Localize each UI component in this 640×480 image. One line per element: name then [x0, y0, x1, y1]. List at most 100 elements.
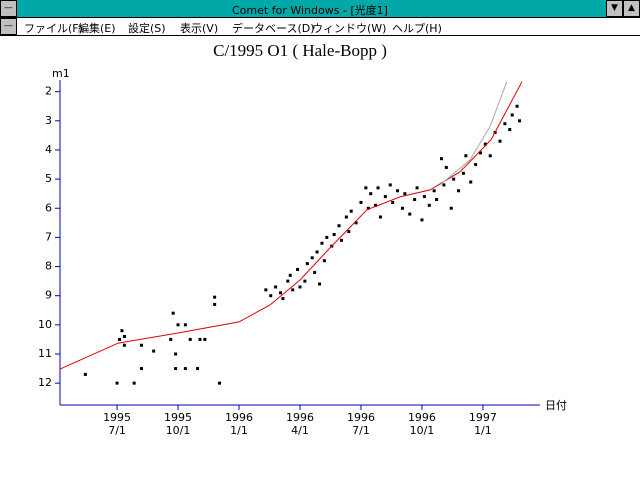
- control-menu[interactable]: —: [0, 0, 17, 17]
- data-point: [288, 273, 292, 277]
- data-point: [369, 192, 373, 196]
- data-point: [364, 186, 368, 190]
- data-point: [139, 367, 143, 371]
- data-point: [203, 337, 207, 341]
- data-point: [183, 323, 187, 327]
- title-bar: — Comet for Windows - [光度1] ▼ ▲: [0, 0, 640, 18]
- data-point: [174, 352, 178, 356]
- data-point: [115, 381, 119, 385]
- data-point: [152, 349, 156, 353]
- data-point: [213, 302, 217, 306]
- data-point: [337, 224, 341, 228]
- data-point: [413, 198, 417, 202]
- data-point: [461, 171, 465, 175]
- data-point: [359, 200, 363, 204]
- data-point: [291, 288, 295, 292]
- data-point: [347, 230, 351, 234]
- data-point: [296, 267, 300, 271]
- data-point: [303, 279, 307, 283]
- x-tick-label: 1997 1/1: [468, 411, 497, 437]
- menu-item[interactable]: ファイル(F): [24, 22, 83, 35]
- data-point: [339, 238, 343, 242]
- data-point: [383, 195, 387, 199]
- data-point: [376, 186, 380, 190]
- data-point: [420, 218, 424, 222]
- data-point: [510, 113, 514, 117]
- data-point: [366, 206, 370, 210]
- data-point: [498, 139, 502, 143]
- data-point: [122, 335, 126, 339]
- x-tick-label: 1996 10/1: [407, 411, 436, 437]
- data-point: [515, 104, 519, 108]
- data-point: [396, 189, 400, 193]
- y-tick-label: 5: [45, 172, 52, 185]
- menu-item[interactable]: 編集(E): [78, 22, 116, 35]
- data-point: [427, 203, 431, 207]
- data-point: [174, 367, 178, 371]
- menu-item[interactable]: 設定(S): [128, 22, 166, 35]
- data-point: [400, 206, 404, 210]
- menu-item[interactable]: データベース(D): [232, 22, 315, 35]
- data-point: [332, 232, 336, 236]
- y-tick-label: 2: [45, 85, 52, 98]
- window-title: Comet for Windows - [光度1]: [232, 4, 388, 17]
- data-point: [122, 343, 126, 347]
- data-point: [374, 203, 378, 207]
- data-point: [457, 189, 461, 193]
- y-tick-label: 6: [45, 201, 52, 214]
- data-point: [478, 151, 482, 155]
- data-point: [442, 183, 446, 187]
- y-tick-label: 12: [38, 376, 52, 389]
- data-point: [139, 343, 143, 347]
- data-point: [325, 235, 329, 239]
- minimize-button[interactable]: ▼: [606, 0, 623, 17]
- data-point: [274, 285, 278, 289]
- menu-bar: — ファイル(F) 編集(E) 設定(S) 表示(V) データベース(D) ウィンドウ(W…: [0, 18, 640, 36]
- data-point: [305, 262, 309, 266]
- y-tick-label: 9: [45, 289, 52, 302]
- data-point: [354, 221, 358, 225]
- data-point: [171, 311, 175, 315]
- trend-line: [59, 81, 523, 370]
- data-point: [344, 215, 348, 219]
- maximize-button[interactable]: ▲: [623, 0, 640, 17]
- data-point: [213, 295, 217, 299]
- data-point: [183, 367, 187, 371]
- y-tick-label: 11: [38, 347, 52, 360]
- data-point: [218, 381, 222, 385]
- data-point: [188, 337, 192, 341]
- data-point: [518, 119, 522, 123]
- y-axis-label: m1: [52, 67, 70, 80]
- data-point: [322, 259, 326, 263]
- data-point: [320, 241, 324, 245]
- data-point: [508, 128, 512, 132]
- data-point: [176, 323, 180, 327]
- y-tick-label: 7: [45, 230, 52, 243]
- x-tick-label: 1996 1/1: [225, 411, 254, 437]
- data-point: [318, 282, 322, 286]
- data-point: [286, 279, 290, 283]
- menu-item[interactable]: ウィンドウ(W): [312, 22, 387, 35]
- data-point: [503, 122, 507, 126]
- data-point: [403, 192, 407, 196]
- data-point: [474, 163, 478, 167]
- data-point: [435, 198, 439, 202]
- data-point: [452, 177, 456, 181]
- data-point: [349, 209, 353, 213]
- chart: C/1995 O1 ( Hale-Bopp ) m1 日付 2 3 4 5 6 7 8 9 10…: [38, 41, 567, 412]
- data-point: [378, 215, 382, 219]
- data-point: [391, 200, 395, 204]
- trend-line: [439, 81, 508, 186]
- menu-item[interactable]: 表示(V): [180, 22, 219, 35]
- data-point: [198, 337, 202, 341]
- data-point: [415, 186, 419, 190]
- data-point: [488, 154, 492, 158]
- data-point: [449, 206, 453, 210]
- data-point: [408, 212, 412, 216]
- data-point: [281, 297, 285, 301]
- y-tick-label: 10: [38, 318, 52, 331]
- x-axis-label: 日付: [545, 399, 567, 412]
- menu-item[interactable]: ヘルプ(H): [392, 22, 442, 35]
- doc-control-menu[interactable]: —: [0, 18, 17, 35]
- data-point: [422, 195, 426, 199]
